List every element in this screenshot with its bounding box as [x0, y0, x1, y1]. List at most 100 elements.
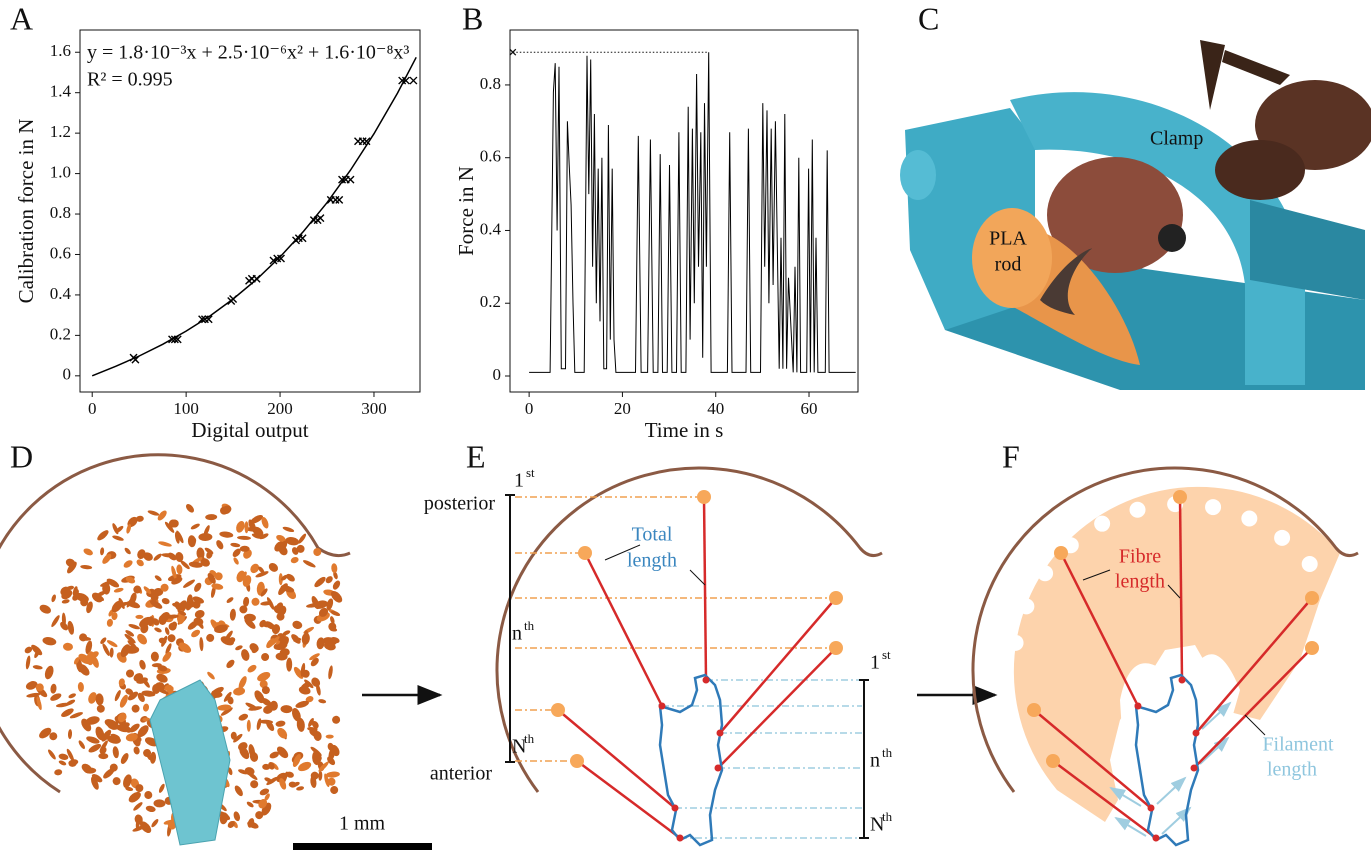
equation: y = 1.8·10⁻³x + 2.5·10⁻⁶x² + 1.6·10⁻⁸x³ — [87, 42, 409, 64]
texture — [316, 683, 321, 696]
texture — [91, 774, 103, 783]
texture — [157, 665, 168, 672]
data-point — [362, 137, 371, 146]
texture — [153, 799, 166, 808]
x-axis-label: Time in s — [645, 418, 724, 442]
texture — [106, 618, 113, 627]
texture — [199, 637, 204, 652]
texture — [227, 820, 235, 829]
texture — [264, 793, 270, 801]
fibre — [583, 552, 664, 707]
attachment — [1178, 676, 1186, 684]
texture — [280, 574, 288, 581]
texture — [239, 545, 250, 552]
texture — [91, 776, 99, 790]
texture — [143, 552, 153, 561]
texture — [66, 748, 75, 762]
texture — [133, 746, 140, 755]
texture — [1336, 623, 1353, 640]
leader — [1244, 714, 1266, 736]
panel-label: E — [466, 438, 486, 474]
leader — [1082, 569, 1111, 581]
texture — [126, 669, 134, 678]
texture — [220, 707, 233, 716]
texture — [316, 637, 325, 650]
data-point — [298, 234, 307, 243]
texture — [157, 510, 167, 521]
texture — [225, 630, 233, 641]
head-capsule — [971, 466, 1359, 793]
y-tick-label: 0.8 — [480, 74, 501, 93]
texture — [331, 590, 343, 603]
texture — [97, 530, 109, 541]
texture — [188, 561, 203, 568]
texture — [160, 583, 169, 592]
texture — [24, 646, 33, 654]
texture — [58, 760, 67, 766]
texture — [95, 693, 104, 706]
texture — [77, 682, 84, 692]
texture — [112, 746, 119, 759]
texture — [150, 651, 159, 662]
texture — [129, 723, 140, 733]
texture — [263, 705, 273, 714]
x-tick-label: 0 — [525, 399, 534, 418]
texture — [333, 571, 338, 580]
texture — [1301, 556, 1318, 573]
texture — [135, 816, 141, 829]
max-marker — [509, 48, 517, 56]
x-axis-label: Digital output — [191, 418, 308, 442]
texture — [268, 562, 278, 572]
fibre — [576, 759, 681, 840]
texture — [99, 740, 108, 753]
texture — [25, 681, 38, 690]
fibre-origin — [551, 703, 565, 717]
plot-frame — [79, 29, 421, 393]
texture — [123, 560, 133, 568]
texture — [190, 523, 200, 530]
texture — [210, 586, 216, 598]
texture — [86, 736, 100, 744]
texture — [1018, 598, 1035, 615]
leader — [689, 569, 706, 586]
texture — [305, 696, 314, 703]
fibre — [717, 647, 837, 769]
texture — [203, 525, 210, 537]
texture — [176, 564, 183, 575]
filament — [1199, 736, 1230, 765]
length-label: Filament — [1262, 734, 1334, 756]
texture — [296, 544, 305, 553]
texture — [286, 657, 293, 672]
texture — [151, 663, 162, 668]
texture — [250, 780, 259, 789]
r-squared: R² = 0.995 — [87, 69, 173, 91]
texture — [259, 680, 268, 689]
texture — [301, 632, 310, 645]
x-tick-label: 300 — [361, 399, 387, 418]
ordinal: 1 — [514, 470, 524, 492]
texture — [1241, 510, 1258, 527]
texture — [124, 633, 136, 644]
filament — [1109, 786, 1142, 807]
ordinal: n — [512, 623, 522, 645]
texture — [302, 560, 316, 568]
texture — [328, 665, 333, 680]
texture — [125, 733, 138, 742]
texture — [260, 588, 268, 597]
texture — [280, 705, 293, 714]
attachment — [1190, 764, 1198, 772]
texture — [145, 805, 156, 813]
texture — [280, 585, 295, 593]
texture — [167, 634, 176, 643]
texture — [247, 818, 255, 828]
texture — [51, 615, 60, 628]
texture — [230, 542, 241, 548]
texture — [325, 576, 333, 584]
ordinal-sup: th — [882, 745, 893, 760]
texture — [140, 821, 152, 834]
attachment — [1192, 729, 1200, 737]
texture — [171, 577, 183, 585]
texture — [65, 558, 76, 568]
texture — [85, 640, 93, 655]
texture — [112, 777, 121, 786]
